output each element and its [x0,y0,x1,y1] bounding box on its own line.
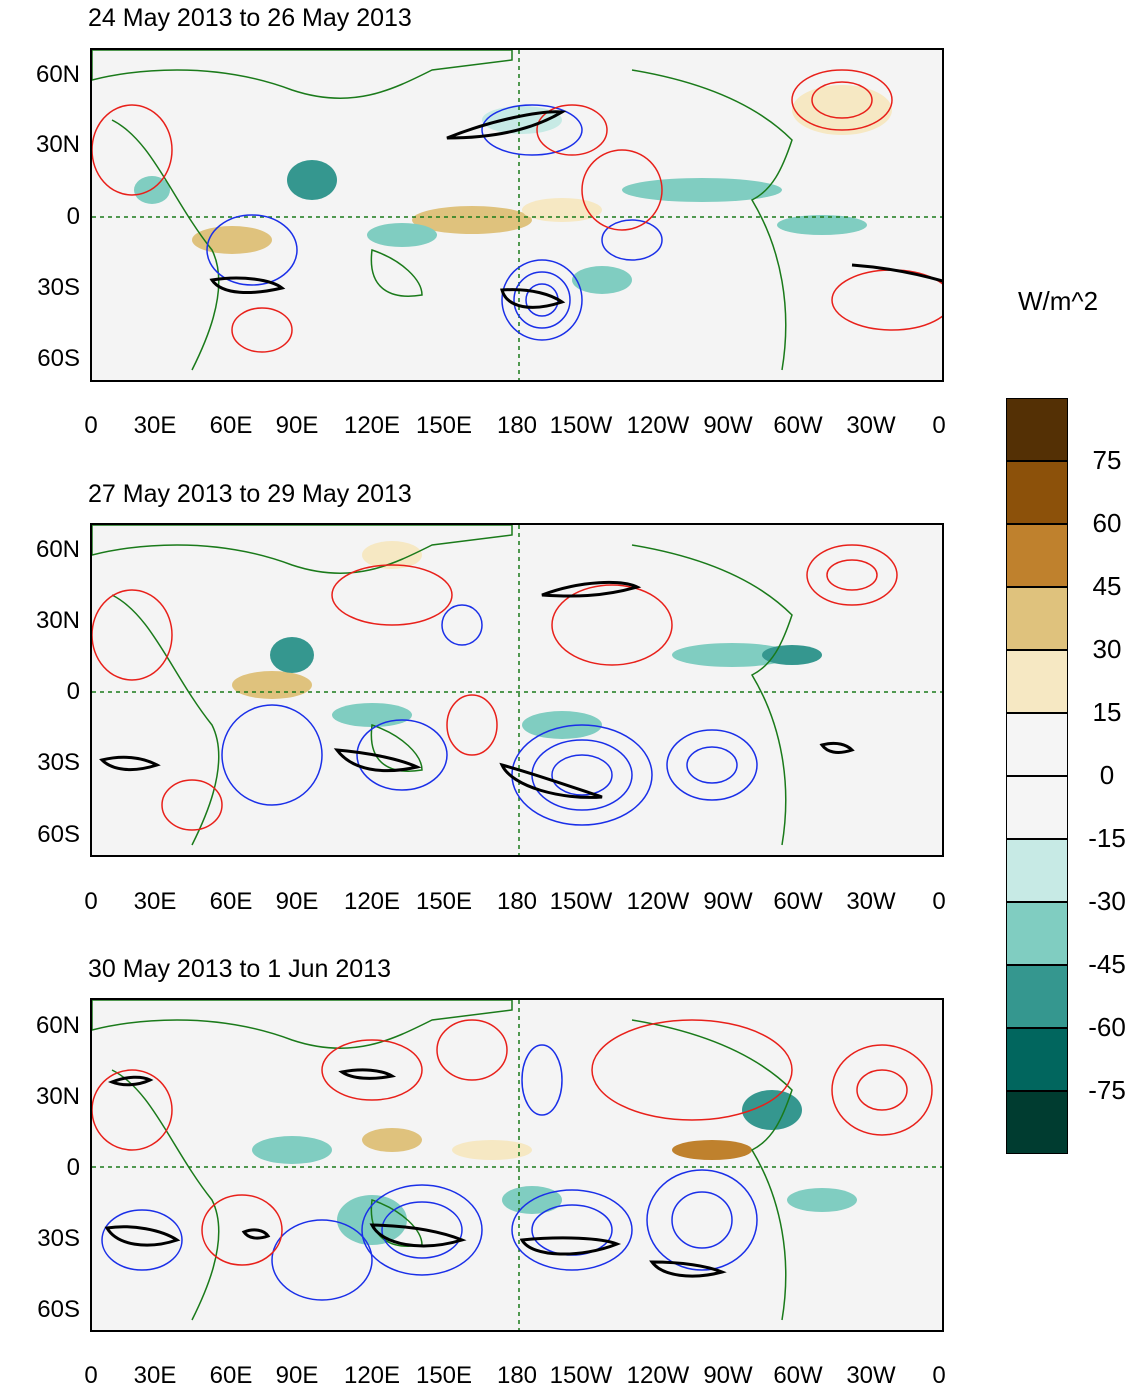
panel-1-lat-30n: 30N [35,131,80,158]
colorbar-box [1006,713,1068,776]
colorbar-box [1006,461,1068,524]
lon-label: 60E [209,888,253,915]
lon-label: 60W [773,888,823,915]
lon-label: 150W [549,412,613,439]
panel-3-lat-30n: 30N [35,1083,80,1110]
lon-label: 60W [773,412,823,439]
colorbar-label: -45 [1088,949,1126,979]
lon-label: 60E [209,1362,253,1389]
lon-label: 180 [496,1362,538,1389]
panel-2-lat-0: 0 [66,678,80,705]
colorbar-box [1006,902,1068,965]
colorbar-label: 30 [1092,634,1122,664]
colorbar-box [1006,524,1068,587]
lon-label: 90W [703,888,753,915]
colorbar-label: 60 [1092,508,1122,538]
lon-label: 120E [343,888,401,915]
lon-label: 180 [496,412,538,439]
panel-2-lat-30n: 30N [35,607,80,634]
colorbar-box [1006,965,1068,1028]
lon-label: 30W [846,888,896,915]
panel-1-map [90,48,944,382]
lon-label: 90E [275,1362,319,1389]
lon-label: 90E [275,888,319,915]
panel-3-map [90,998,944,1332]
lon-label: 30E [133,888,177,915]
lon-label: 150W [549,1362,613,1389]
panel-3-lat-60n: 60N [35,1012,80,1039]
colorbar-label: -75 [1088,1075,1126,1105]
lon-label: 120W [626,412,690,439]
panel-3-lat-30s: 30S [37,1225,80,1252]
colorbar-label: 75 [1092,445,1122,475]
panel-3-lat-0: 0 [66,1154,80,1181]
lon-label: 180 [496,888,538,915]
colorbar-box [1006,650,1068,713]
lon-label: 0 [84,1362,98,1389]
colorbar-label: -30 [1088,886,1126,916]
lon-label: 0 [932,888,946,915]
colorbar-label: -60 [1088,1012,1126,1042]
panel-2-lat-60s: 60S [37,821,80,848]
lon-label: 150E [415,888,473,915]
panel-1-lat-0: 0 [66,203,80,230]
lon-label: 30E [133,1362,177,1389]
panel-3-title: 30 May 2013 to 1 Jun 2013 [88,955,392,983]
panel-1-title: 24 May 2013 to 26 May 2013 [88,4,412,32]
lon-label: 60W [773,1362,823,1389]
panel-2-lat-30s: 30S [37,749,80,776]
lon-label: 0 [932,412,946,439]
lon-label: 150W [549,888,613,915]
lon-label: 150E [415,412,473,439]
lon-label: 60E [209,412,253,439]
colorbar-box [1006,587,1068,650]
colorbar-box [1006,839,1068,902]
colorbar-label: 45 [1092,571,1122,601]
lon-label: 90W [703,1362,753,1389]
colorbar-box [1006,1028,1068,1091]
colorbar-box [1006,776,1068,839]
lon-label: 120W [626,1362,690,1389]
panel-1-lat-30s: 30S [37,274,80,301]
lon-label: 120E [343,1362,401,1389]
lon-label: 30W [846,1362,896,1389]
lon-label: 90W [703,412,753,439]
lon-label: 30W [846,412,896,439]
panel-2-title: 27 May 2013 to 29 May 2013 [88,480,412,508]
panel-2-map [90,523,944,857]
colorbar-label: 15 [1092,697,1122,727]
panel-1-lat-60s: 60S [37,345,80,372]
lon-label: 120E [343,412,401,439]
lon-label: 0 [84,888,98,915]
lon-label: 0 [932,1362,946,1389]
panel-3-lat-60s: 60S [37,1296,80,1323]
panel-2-lat-60n: 60N [35,536,80,563]
colorbar-label: -15 [1088,823,1126,853]
lon-label: 120W [626,888,690,915]
colorbar-unit: W/m^2 [1018,286,1099,316]
lon-label: 150E [415,1362,473,1389]
panel-1-lat-60n: 60N [35,61,80,88]
lon-label: 30E [133,412,177,439]
lon-label: 0 [84,412,98,439]
colorbar-box [1006,1091,1068,1154]
colorbar-box [1006,398,1068,461]
lon-label: 90E [275,412,319,439]
colorbar-label: 0 [1099,760,1115,790]
